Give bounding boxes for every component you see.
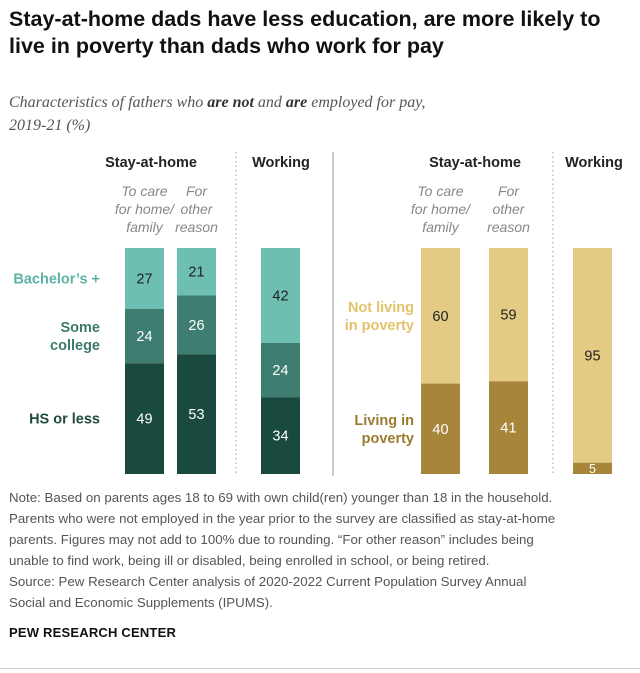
education-series-label: Bachelor’s + [13,272,100,288]
education-data-label: 24 [272,363,288,379]
education-category-label: For [186,183,208,199]
education-data-label: 34 [272,429,288,445]
education-bar-segment [177,295,216,355]
poverty-data-label: 5 [589,462,596,476]
poverty-bar-segment [573,248,612,463]
subtitle-part-1: Characteristics of fathers who [9,94,208,111]
poverty-bar-segment [489,381,528,474]
education-data-label: 49 [136,412,152,428]
education-bar-segment [177,248,216,296]
poverty-bar-segment [573,462,612,474]
poverty-category-label: reason [487,219,530,235]
education-category-label: for home/ [115,201,176,217]
education-bar-segment [261,248,300,343]
education-data-label: 27 [136,272,152,288]
source-line: Social and Economic Supplements (IPUMS). [9,595,273,610]
poverty-series-label: poverty [362,431,414,447]
brand-logo-text: PEW RESEARCH CENTER [9,625,177,640]
education-data-label: 26 [188,318,204,334]
note-line: Note: Based on parents ages 18 to 69 wit… [9,490,553,505]
subtitle-part-2: and [253,94,286,111]
education-bar-segment [177,354,216,474]
chart-subtitle: Characteristics of fathers who are not a… [9,91,609,137]
note-line: Parents who were not employed in the yea… [9,511,556,526]
note-block: Note: Based on parents ages 18 to 69 wit… [9,487,634,613]
education-series-label: HS or less [29,412,100,428]
subtitle-part-3: employed for pay, [307,94,426,111]
education-bar-segment [261,342,300,398]
poverty-data-label: 60 [432,309,448,325]
poverty-data-label: 41 [500,421,516,437]
poverty-category-label: for home/ [411,201,472,217]
poverty-series-label: in poverty [345,318,414,334]
chart-title: Stay-at-home dads have less education, a… [9,7,601,58]
poverty-data-label: 59 [500,308,516,324]
poverty-bar-segment [421,383,460,474]
poverty-data-label: 95 [584,348,600,364]
education-category-label: other [181,201,214,217]
education-data-label: 21 [188,265,204,281]
stacked-bar-chart: Stay-at-home Working To care for home/famil… [13,152,623,476]
education-bar-segment [125,248,164,310]
note-line: unable to find work, being ill or disabl… [9,553,490,568]
poverty-series-label: Not living [348,300,414,316]
education-series-label: Some [61,320,101,336]
education-series-label: college [50,338,100,354]
subtitle-line-2: 2019-21 (%) [9,117,91,134]
education-category-label: family [126,219,164,235]
subtitle-bold-1: are not [207,94,254,111]
poverty-data-label: 40 [432,422,448,438]
education-category-label: reason [175,219,218,235]
source-line: Source: Pew Research Center analysis of … [9,574,527,589]
education-bar-segment [125,363,164,474]
note-line: parents. Figures may not add to 100% due… [9,532,534,547]
subtitle-bold-2: are [285,94,308,111]
education-bar-segment [261,397,300,474]
education-header-working: Working [252,155,310,171]
poverty-header-working: Working [565,155,623,171]
education-bar-segment [125,309,164,364]
education-category-label: To care [121,183,167,199]
poverty-series-label: Living in [354,413,414,429]
poverty-bar-segment [489,248,528,382]
education-data-label: 24 [136,329,152,345]
poverty-bar-segment [421,248,460,384]
education-data-label: 53 [188,407,204,423]
education-data-label: 42 [272,288,288,304]
education-header-stay-at-home: Stay-at-home [105,155,197,171]
poverty-category-label: To care [417,183,463,199]
poverty-category-label: other [493,201,526,217]
poverty-category-label: family [422,219,460,235]
poverty-header-stay-at-home: Stay-at-home [429,155,521,171]
poverty-category-label: For [498,183,520,199]
bottom-divider [0,668,640,669]
subtitle-line-1: Characteristics of fathers who are not a… [9,91,609,114]
